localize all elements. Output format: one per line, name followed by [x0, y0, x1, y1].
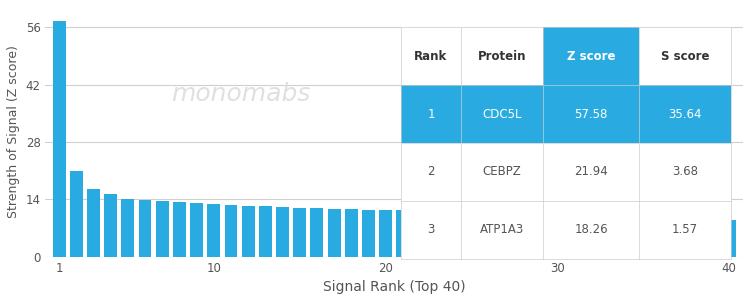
Text: Protein: Protein: [478, 50, 526, 63]
Text: 1: 1: [427, 107, 435, 120]
Bar: [53, 21, 65, 257]
Bar: [430, 211, 443, 257]
Bar: [104, 194, 117, 257]
Bar: [380, 210, 392, 257]
Bar: [259, 206, 272, 257]
Text: CEBPZ: CEBPZ: [482, 166, 521, 178]
Bar: [602, 216, 616, 257]
Text: 21.94: 21.94: [574, 166, 608, 178]
Bar: [413, 211, 427, 257]
Text: 18.26: 18.26: [574, 223, 608, 236]
Bar: [396, 210, 410, 257]
Bar: [723, 220, 736, 257]
Text: 35.64: 35.64: [668, 107, 702, 120]
Bar: [362, 209, 375, 257]
Bar: [688, 218, 701, 257]
Bar: [345, 209, 358, 257]
Text: 3: 3: [427, 223, 435, 236]
Text: 3.68: 3.68: [672, 166, 698, 178]
Bar: [654, 217, 667, 257]
Bar: [293, 207, 306, 257]
Bar: [70, 171, 82, 257]
Y-axis label: Strength of Signal (Z score): Strength of Signal (Z score): [7, 45, 20, 218]
Bar: [500, 213, 512, 257]
Bar: [173, 202, 186, 257]
Bar: [87, 189, 100, 257]
Text: CDC5L: CDC5L: [482, 107, 522, 120]
Text: 57.58: 57.58: [574, 107, 608, 120]
Text: Z score: Z score: [567, 50, 615, 63]
Bar: [276, 207, 289, 257]
Bar: [568, 215, 581, 257]
Bar: [465, 212, 478, 257]
Bar: [482, 213, 495, 257]
Bar: [207, 204, 220, 257]
X-axis label: Signal Rank (Top 40): Signal Rank (Top 40): [323, 280, 466, 294]
Text: monomabs: monomabs: [171, 82, 310, 106]
Bar: [448, 212, 460, 257]
Bar: [551, 215, 564, 257]
Bar: [671, 218, 684, 257]
Bar: [310, 208, 323, 257]
Bar: [586, 215, 598, 257]
Bar: [190, 203, 203, 257]
Bar: [139, 200, 152, 257]
Bar: [620, 216, 633, 257]
Text: 1.57: 1.57: [672, 223, 698, 236]
Bar: [534, 214, 547, 257]
Text: S score: S score: [661, 50, 710, 63]
Bar: [122, 199, 134, 257]
Bar: [637, 216, 650, 257]
Bar: [224, 205, 238, 257]
Bar: [242, 206, 254, 257]
Text: Rank: Rank: [414, 50, 448, 63]
Bar: [156, 201, 169, 257]
Bar: [328, 209, 340, 257]
Text: 2: 2: [427, 166, 435, 178]
Bar: [706, 219, 718, 257]
Text: ATP1A3: ATP1A3: [480, 223, 524, 236]
Bar: [517, 214, 530, 257]
